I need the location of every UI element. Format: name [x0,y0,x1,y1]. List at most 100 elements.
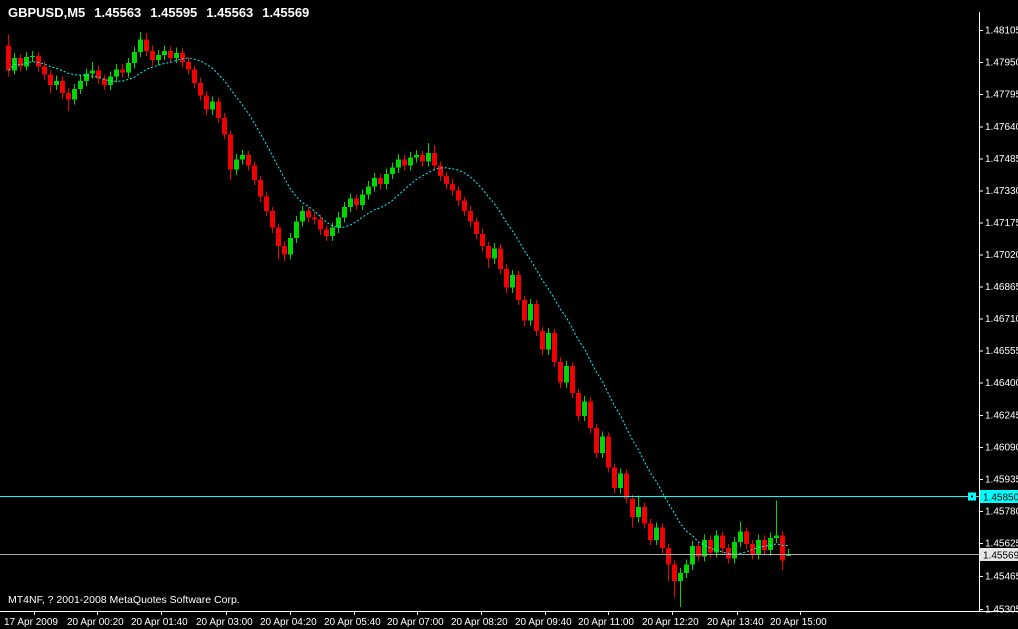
candle-body-bull [78,80,83,90]
candle-body-bull [162,50,167,55]
candle-body-bull [714,535,719,553]
candle-body-bear [744,531,749,545]
candle-body-bear [594,428,599,454]
time-axis-label: 20 Apr 13:40 [707,617,764,628]
symbol-period-label: GBPUSD,M5 [8,5,86,20]
candle-body-bear [708,539,713,553]
candle-body-bull [126,63,131,73]
candle-body-bull [288,237,293,255]
time-axis-label: 17 Apr 2009 [4,617,58,628]
candle-body-bear [630,498,635,518]
candle-body-bear [486,246,491,259]
time-axis-label: 20 Apr 11:00 [578,617,634,628]
time-axis-label: 20 Apr 08:20 [451,617,508,628]
candle-body-bear [438,165,443,176]
time-axis-label: 20 Apr 12:20 [642,617,699,628]
candle-body-bear [540,331,545,350]
candle-body-bear [444,175,449,185]
candle-body-bear [216,101,221,119]
time-axis-label: 20 Apr 15:00 [770,617,827,628]
price-axis-label: 1.46090 [985,442,1018,453]
hline-price-tag-text: 1.45850 [983,492,1018,503]
candle-body-bear [606,436,611,468]
price-axis-label: 1.47485 [985,154,1018,165]
candle-body-bull [654,527,659,540]
candle-body-bear [204,95,209,110]
candle-body-bear [660,527,665,549]
candle-body-bear [696,546,701,557]
bid-price-tag-text: 1.45569 [983,551,1018,562]
price-axis-label: 1.47795 [985,90,1018,101]
candle-body-bull [618,473,623,489]
candle-body-bear [6,45,11,71]
candle-body-bear [318,219,323,230]
candle-body-bear [480,233,485,247]
candle-body-bear [468,211,473,222]
candle-body-bull [786,554,791,556]
candle-body-bear [66,93,71,100]
candle-body-bull [90,70,95,74]
candle-body-bull [510,275,515,288]
price-axis-label: 1.45465 [985,572,1018,583]
candle-body-bull [582,401,587,416]
price-axis-label: 1.45305 [985,605,1018,616]
candle-body-bull [54,80,59,85]
candle-body-bull [72,89,77,100]
candle-body-bear [258,180,263,197]
price-axis-label: 1.47175 [985,218,1018,229]
time-axis-label: 20 Apr 01:40 [131,617,188,628]
price-axis-label: 1.47950 [985,58,1018,69]
candle-body-bull [360,194,365,205]
candle-body-bear [648,523,653,540]
candle-body-bear [504,268,509,288]
candle-body-bull [366,186,371,195]
candle-body-bull [300,211,305,222]
candle-body-bear [198,82,203,96]
price-axis-label: 1.46555 [985,346,1018,357]
horizontal-line-handle-center [971,495,973,498]
candle-body-bear [246,155,251,166]
candle-body-bear [144,39,149,51]
candle-body-bear [282,246,287,255]
candle-body-bull [174,52,179,59]
price-axis-label: 1.48105 [985,26,1018,37]
candle-body-bear [192,69,197,83]
candle-body-bear [120,69,125,73]
ohlc-high: 1.45595 [150,5,198,20]
hline-price-tag [980,489,1018,503]
candle-body-bull [372,177,377,187]
candle-body-bull [396,159,401,168]
copyright-label: MT4NF, ? 2001-2008 MetaQuotes Software C… [8,594,240,606]
bid-price-tag [980,548,1018,562]
candle-body-bear [642,506,647,524]
candle-body-bear [96,70,101,79]
candle-body-bull [30,55,35,58]
candle-body-bear [498,248,503,269]
candle-body-bull [732,541,737,559]
candle-body-bull [24,57,29,67]
price-axis-label: 1.46245 [985,410,1018,421]
candle-body-bear [522,299,527,321]
candle-body-bull [492,248,497,259]
candle-body-bull [690,546,695,565]
candle-body-bull [210,101,215,110]
candle-body-bull [774,535,779,538]
price-axis-label: 1.47020 [985,250,1018,261]
ohlc-low: 1.45563 [206,5,254,20]
candle-body-bull [330,227,335,236]
candle-body-bull [348,198,353,207]
time-axis-label: 20 Apr 09:40 [515,617,572,628]
candle-body-bear [462,200,467,212]
chart-title: GBPUSD,M5 1.45563 1.45595 1.45563 1.4556… [8,5,309,20]
time-axis-label: 20 Apr 04:20 [260,617,317,628]
candle-body-bear [780,535,785,561]
candle-body-bull [636,506,641,518]
candle-body-bull [678,572,683,582]
candle-body-bear [420,155,425,162]
price-axis-label: 1.46865 [985,282,1018,293]
candle-body-bear [762,539,767,551]
time-axis-label: 20 Apr 07:00 [387,617,444,628]
candle-body-bull [234,159,239,170]
candle-body-bear [720,535,725,549]
